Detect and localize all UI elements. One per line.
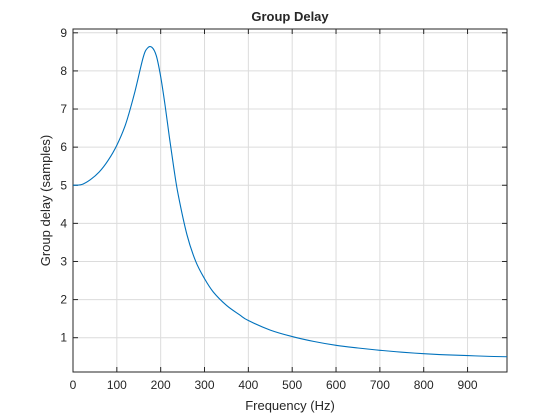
- y-tick-label: 7: [60, 102, 67, 116]
- x-tick-label: 100: [107, 378, 127, 392]
- y-tick-label: 4: [60, 216, 67, 230]
- x-tick-label: 900: [458, 378, 478, 392]
- y-tick-label: 3: [60, 254, 67, 268]
- x-tick-label: 700: [370, 378, 390, 392]
- grid: [72, 29, 507, 372]
- x-tick-label: 0: [70, 378, 77, 392]
- x-tick-label: 300: [194, 378, 214, 392]
- y-axis-label: Group delay (samples): [38, 135, 53, 267]
- x-tick-label: 200: [151, 378, 171, 392]
- y-tick-label: 2: [60, 293, 67, 307]
- x-axis-label: Frequency (Hz): [245, 398, 335, 413]
- x-tick-label: 600: [326, 378, 346, 392]
- y-tick-label: 1: [60, 331, 67, 345]
- group-delay-series-line: [72, 45, 508, 358]
- y-tick-label: 5: [60, 178, 67, 192]
- y-tick-label: 8: [60, 64, 67, 78]
- y-tick-label: 6: [60, 140, 67, 154]
- x-tick-label: 800: [414, 378, 434, 392]
- series-layer: [72, 45, 508, 358]
- x-tick-label: 400: [238, 378, 258, 392]
- y-tick-label: 9: [60, 26, 67, 40]
- chart-title: Group Delay: [251, 9, 329, 24]
- x-tick-label: 500: [282, 378, 302, 392]
- axis-ticks: 0 100 200 300 400 500 600 700 800 900 1 2 3 4 5 6 7 8 9: [60, 26, 507, 392]
- plot-area-frame: [72, 28, 508, 373]
